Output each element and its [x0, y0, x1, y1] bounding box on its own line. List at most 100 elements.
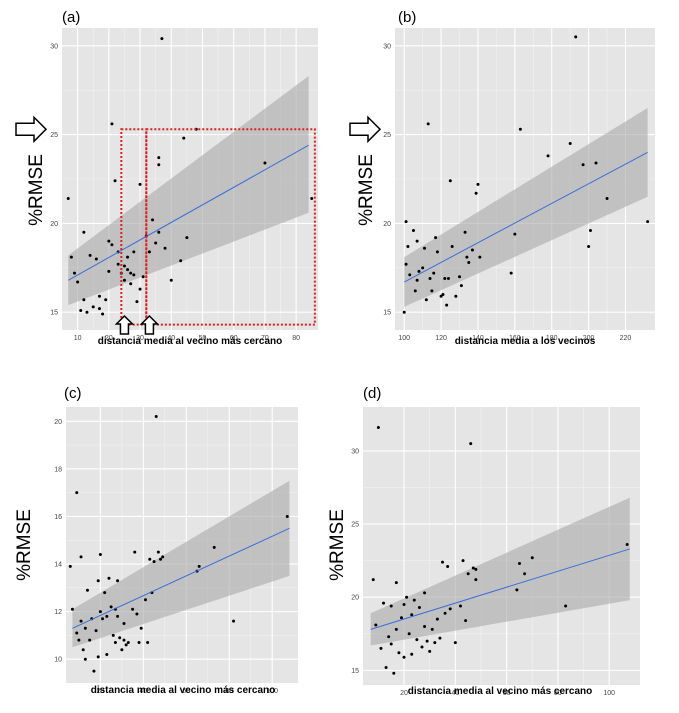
data-point: [523, 572, 527, 576]
x-tick-label: 20: [105, 335, 113, 342]
x-axis-label: distancia media a los vecinos: [455, 336, 596, 347]
data-point: [454, 294, 458, 298]
data-point: [98, 610, 102, 614]
data-point: [97, 307, 101, 311]
data-point: [109, 605, 113, 609]
x-tick-label: 20: [400, 690, 408, 697]
x-tick-label: 70: [261, 335, 269, 342]
data-point: [129, 282, 133, 286]
data-point: [131, 607, 135, 611]
data-point: [163, 246, 167, 250]
data-point: [399, 616, 403, 620]
data-point: [415, 278, 419, 282]
data-point: [77, 638, 81, 642]
data-point: [105, 652, 109, 656]
data-point: [434, 236, 438, 240]
data-point: [412, 598, 416, 602]
y-tick-label: 15: [50, 310, 58, 317]
data-point: [625, 543, 629, 547]
data-point: [467, 260, 471, 264]
data-point: [154, 415, 158, 419]
x-axis-label: distancia media al vecino más cercano: [91, 685, 276, 696]
confidence-band: [68, 75, 309, 306]
data-point: [439, 294, 443, 298]
data-point: [161, 555, 165, 559]
y-tick-label: 12: [54, 609, 62, 616]
x-axis-label: distancia media al vecino más cercano: [408, 686, 593, 697]
data-point: [122, 638, 126, 642]
data-point: [94, 257, 98, 261]
data-point: [478, 255, 482, 259]
data-point: [103, 591, 107, 595]
confidence-band: [370, 497, 630, 646]
data-point: [75, 631, 79, 635]
data-point: [450, 245, 454, 249]
data-point: [69, 255, 73, 259]
data-point: [107, 269, 111, 273]
data-point: [126, 641, 130, 645]
data-point: [433, 641, 437, 645]
confidence-band: [72, 480, 290, 648]
data-point: [394, 627, 398, 631]
data-point: [81, 648, 85, 652]
data-point: [432, 271, 436, 275]
data-point: [441, 292, 445, 296]
y-axis-label: %RMSE: [14, 509, 35, 581]
data-point: [133, 550, 137, 554]
x-tick-label: 180: [546, 335, 558, 342]
data-point: [139, 626, 143, 630]
data-point: [410, 652, 414, 656]
regression-line: [67, 144, 309, 281]
data-point: [421, 266, 425, 270]
data-point: [104, 298, 108, 302]
data-point: [70, 607, 74, 611]
data-point: [443, 611, 447, 615]
data-point: [474, 578, 478, 582]
data-point: [425, 639, 429, 643]
data-point: [430, 627, 434, 631]
data-point: [285, 514, 289, 518]
data-point: [138, 287, 142, 291]
data-point: [474, 567, 478, 571]
data-point: [417, 269, 421, 273]
data-point: [411, 229, 415, 233]
data-point: [415, 239, 419, 243]
data-point: [107, 239, 111, 243]
y-tick-label: 16: [54, 514, 62, 521]
data-point: [135, 300, 139, 304]
data-point: [182, 136, 186, 140]
panel-label: (b): [398, 9, 416, 26]
panel-label: (d): [363, 385, 381, 402]
up-arrow: [114, 314, 135, 335]
data-point: [116, 262, 120, 266]
data-point: [530, 556, 534, 560]
x-tick-label: 100: [603, 690, 615, 697]
data-point: [132, 250, 136, 254]
data-point: [110, 243, 114, 247]
y-tick-label: 20: [383, 221, 391, 228]
x-tick-label: 20: [96, 688, 104, 695]
data-point: [424, 298, 428, 302]
data-point: [263, 161, 267, 165]
data-point: [107, 576, 111, 580]
y-tick-label: 18: [54, 466, 62, 473]
data-point: [446, 564, 450, 568]
x-tick-label: 80: [225, 688, 233, 695]
y-tick-label: 20: [50, 221, 58, 228]
data-point: [110, 122, 114, 126]
y-axis-label: %RMSE: [26, 154, 47, 226]
data-point: [126, 255, 130, 259]
y-tick-label: 14: [54, 562, 62, 569]
data-point: [402, 655, 406, 659]
panel-d: 15 20 25 30 20 40 60 80 100 (d) %RMSE distancia med…: [327, 385, 640, 697]
data-point: [212, 545, 216, 549]
data-point: [152, 560, 156, 564]
data-point: [509, 271, 513, 275]
data-point: [515, 588, 519, 592]
data-point: [402, 603, 406, 607]
data-point: [94, 629, 98, 633]
data-point: [423, 591, 427, 595]
data-point: [466, 572, 470, 576]
data-point: [92, 669, 96, 673]
